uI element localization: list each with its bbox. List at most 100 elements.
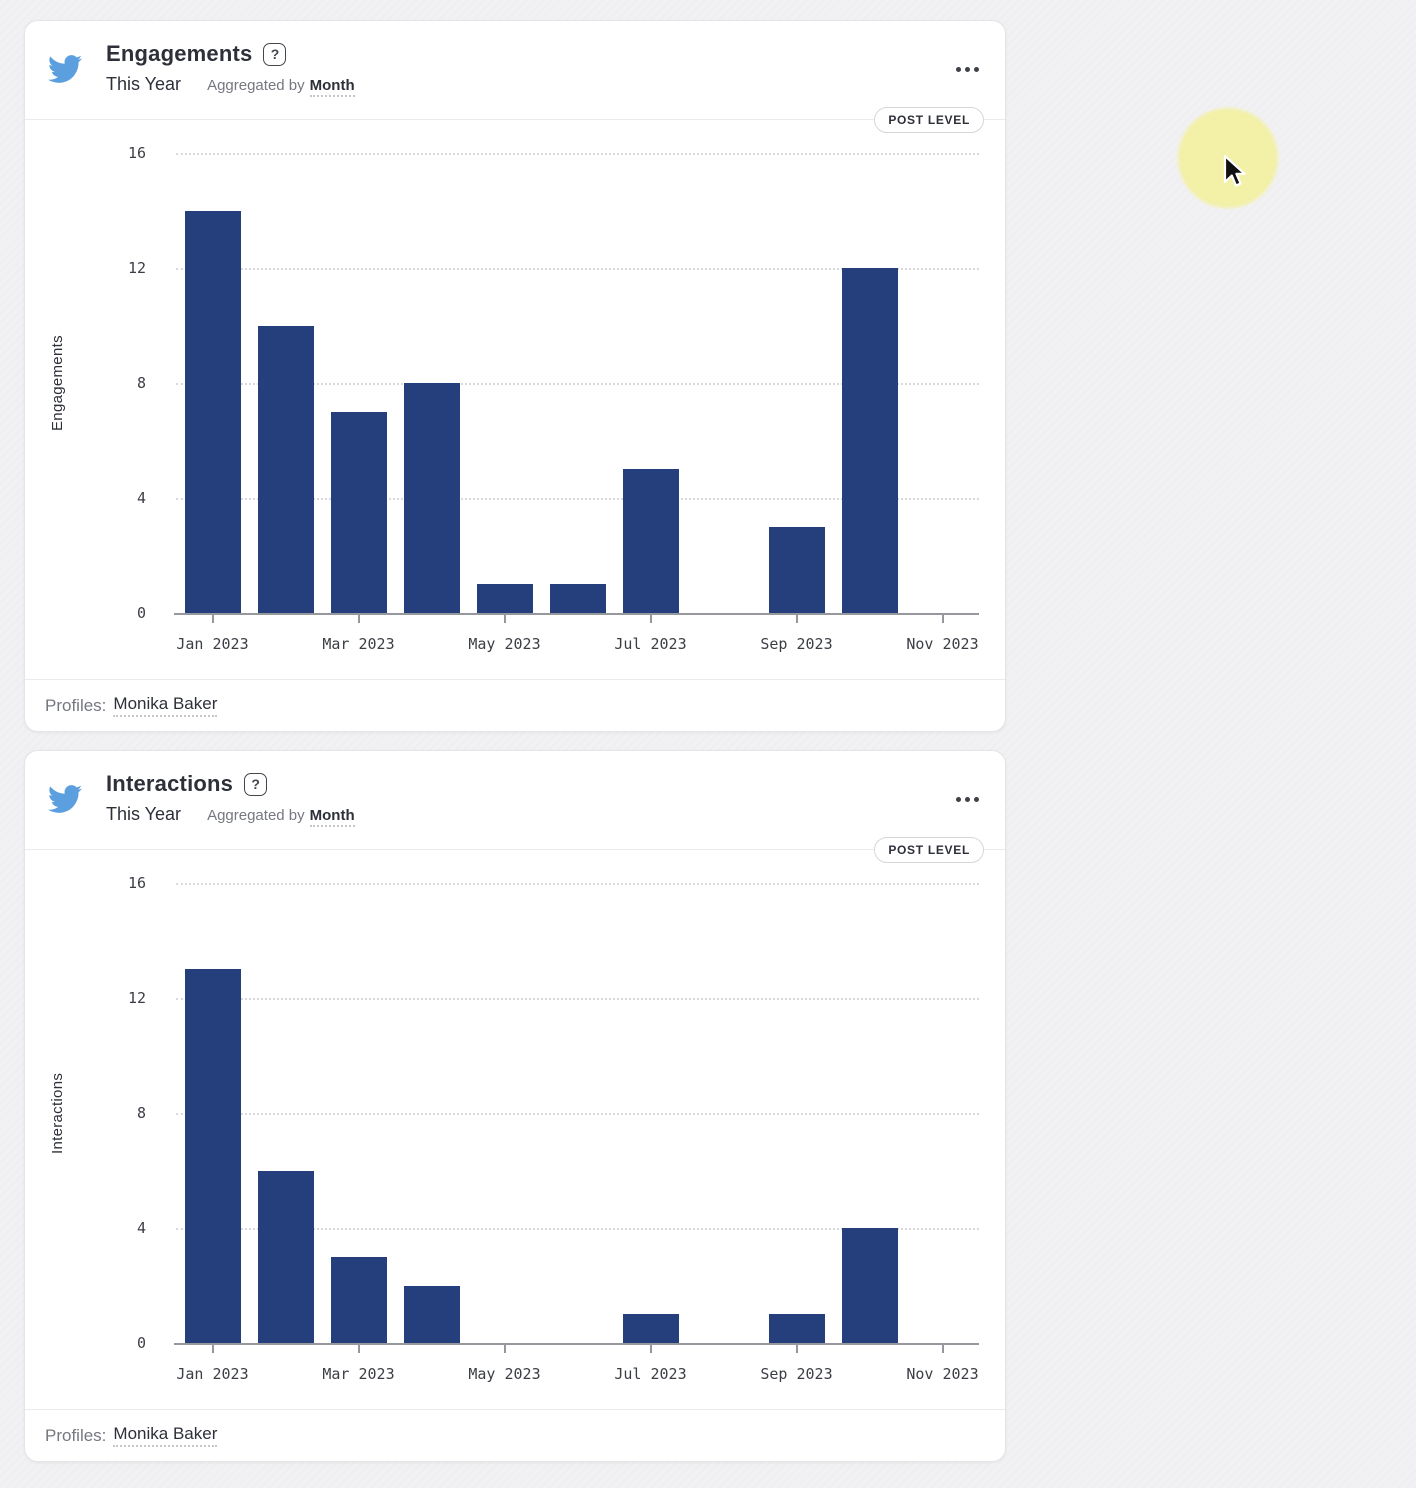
profile-link[interactable]: Monika Baker bbox=[113, 1424, 218, 1447]
interactions-bar-chart: 0 4 8 12 16 Jan 2023 Mar 2023 May 2023 Jul 2023 S… bbox=[25, 849, 1007, 1409]
twitter-icon bbox=[48, 785, 83, 813]
ellipsis-dot bbox=[974, 797, 979, 802]
bar-sep-2023[interactable] bbox=[768, 526, 825, 613]
help-icon[interactable]: ? bbox=[263, 42, 287, 66]
card-footer: Profiles: Monika Baker bbox=[25, 679, 1005, 731]
bar-jul-2023[interactable] bbox=[622, 469, 679, 613]
y-tick-label: 0 bbox=[136, 604, 146, 622]
x-tick bbox=[795, 615, 798, 623]
y-tick-label: 16 bbox=[127, 144, 146, 162]
bar-sep-2023[interactable] bbox=[768, 1314, 825, 1343]
card-title: Interactions bbox=[106, 771, 234, 796]
gridline-12 bbox=[176, 268, 979, 270]
y-tick-label: 8 bbox=[136, 1104, 146, 1122]
x-tick bbox=[211, 1345, 214, 1353]
x-tick-label: Sep 2023 bbox=[760, 1365, 833, 1383]
card-header: Interactions ? This Year Aggregated by M… bbox=[106, 771, 355, 827]
y-axis-title: Engagements bbox=[49, 335, 66, 431]
x-tick-label: Jul 2023 bbox=[614, 1365, 687, 1383]
x-tick-label: Jan 2023 bbox=[176, 1365, 249, 1383]
date-range-label: This Year bbox=[106, 804, 182, 824]
profiles-label: Profiles: bbox=[45, 1425, 107, 1445]
profile-link[interactable]: Monika Baker bbox=[113, 694, 218, 717]
gridline-16 bbox=[176, 153, 979, 155]
card-footer: Profiles: Monika Baker bbox=[25, 1409, 1005, 1461]
ellipsis-dot bbox=[956, 67, 961, 72]
x-tick bbox=[649, 1345, 652, 1353]
y-axis-title: Interactions bbox=[49, 1072, 66, 1154]
more-options-button[interactable] bbox=[954, 61, 981, 78]
post-level-badge: POST LEVEL bbox=[874, 837, 984, 863]
card-title: Engagements bbox=[106, 41, 253, 66]
ellipsis-dot bbox=[965, 797, 970, 802]
gridline-8 bbox=[176, 1113, 979, 1115]
header-divider bbox=[25, 849, 1005, 850]
x-tick-label: Mar 2023 bbox=[322, 635, 395, 653]
twitter-icon bbox=[48, 55, 83, 83]
bar-apr-2023[interactable] bbox=[403, 1285, 460, 1343]
x-tick-label: May 2023 bbox=[468, 635, 541, 653]
bar-apr-2023[interactable] bbox=[403, 383, 460, 613]
more-options-button[interactable] bbox=[954, 791, 981, 808]
post-level-badge: POST LEVEL bbox=[874, 107, 984, 133]
y-tick-label: 4 bbox=[136, 1219, 146, 1237]
y-tick-label: 12 bbox=[127, 259, 146, 277]
x-tick bbox=[941, 615, 944, 623]
profiles-label: Profiles: bbox=[45, 695, 107, 715]
x-tick-label: Mar 2023 bbox=[322, 1365, 395, 1383]
bar-mar-2023[interactable] bbox=[330, 411, 387, 613]
y-tick-label: 12 bbox=[127, 989, 146, 1007]
x-tick bbox=[357, 615, 360, 623]
header-divider bbox=[25, 119, 1005, 120]
bar-feb-2023[interactable] bbox=[257, 1170, 314, 1343]
x-tick-label: Jul 2023 bbox=[614, 635, 687, 653]
bar-feb-2023[interactable] bbox=[257, 325, 314, 613]
y-tick-label: 16 bbox=[127, 874, 146, 892]
y-tick-label: 4 bbox=[136, 489, 146, 507]
x-tick bbox=[649, 615, 652, 623]
x-tick bbox=[795, 1345, 798, 1353]
bar-may-2023[interactable] bbox=[476, 584, 533, 613]
mouse-cursor-icon bbox=[1223, 154, 1246, 187]
gridline-4 bbox=[176, 498, 979, 500]
aggregated-by-label: Aggregated by bbox=[207, 77, 305, 94]
x-axis-line bbox=[174, 1343, 979, 1345]
gridline-4 bbox=[176, 1228, 979, 1230]
gridline-12 bbox=[176, 998, 979, 1000]
ellipsis-dot bbox=[974, 67, 979, 72]
card-header: Engagements ? This Year Aggregated by Mo… bbox=[106, 41, 355, 97]
bar-mar-2023[interactable] bbox=[330, 1256, 387, 1343]
interactions-card: Interactions ? This Year Aggregated by M… bbox=[24, 750, 1006, 1462]
bar-jan-2023[interactable] bbox=[184, 210, 241, 613]
bar-jun-2023[interactable] bbox=[549, 584, 606, 613]
aggregation-month-dropdown[interactable]: Month bbox=[309, 807, 355, 827]
engagements-bar-chart: 0 4 8 12 16 Jan 2023 Mar 2023 May 2023 Jul 2023 S… bbox=[25, 119, 1007, 679]
x-tick-label: Sep 2023 bbox=[760, 635, 833, 653]
x-tick bbox=[357, 1345, 360, 1353]
y-tick-label: 0 bbox=[136, 1334, 146, 1352]
x-tick bbox=[503, 615, 506, 623]
ellipsis-dot bbox=[956, 797, 961, 802]
help-icon[interactable]: ? bbox=[244, 772, 268, 796]
engagements-card: Engagements ? This Year Aggregated by Mo… bbox=[24, 20, 1006, 732]
aggregation-month-dropdown[interactable]: Month bbox=[309, 77, 355, 97]
x-tick-label: Nov 2023 bbox=[906, 635, 979, 653]
x-axis-line bbox=[174, 613, 979, 615]
x-tick bbox=[503, 1345, 506, 1353]
x-tick-label: Nov 2023 bbox=[906, 1365, 979, 1383]
bar-oct-2023[interactable] bbox=[841, 268, 898, 613]
gridline-16 bbox=[176, 883, 979, 885]
date-range-label: This Year bbox=[106, 74, 182, 94]
bar-jul-2023[interactable] bbox=[622, 1314, 679, 1343]
x-tick bbox=[211, 615, 214, 623]
gridline-8 bbox=[176, 383, 979, 385]
x-tick bbox=[941, 1345, 944, 1353]
x-tick-label: Jan 2023 bbox=[176, 635, 249, 653]
bar-oct-2023[interactable] bbox=[841, 1228, 898, 1343]
ellipsis-dot bbox=[965, 67, 970, 72]
x-tick-label: May 2023 bbox=[468, 1365, 541, 1383]
bar-jan-2023[interactable] bbox=[184, 969, 241, 1343]
aggregated-by-label: Aggregated by bbox=[207, 807, 305, 824]
y-tick-label: 8 bbox=[136, 374, 146, 392]
